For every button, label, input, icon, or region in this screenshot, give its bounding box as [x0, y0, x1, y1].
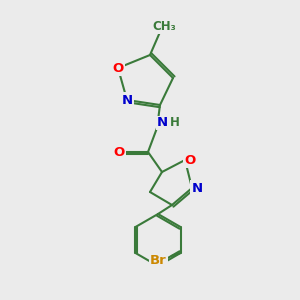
Text: Br: Br	[150, 254, 167, 266]
Text: H: H	[170, 116, 180, 130]
Text: N: N	[122, 94, 133, 106]
Text: O: O	[113, 146, 124, 158]
Text: N: N	[156, 116, 168, 130]
Text: N: N	[191, 182, 203, 194]
Text: O: O	[112, 61, 124, 74]
Text: CH₃: CH₃	[152, 20, 176, 34]
Text: O: O	[184, 154, 196, 166]
